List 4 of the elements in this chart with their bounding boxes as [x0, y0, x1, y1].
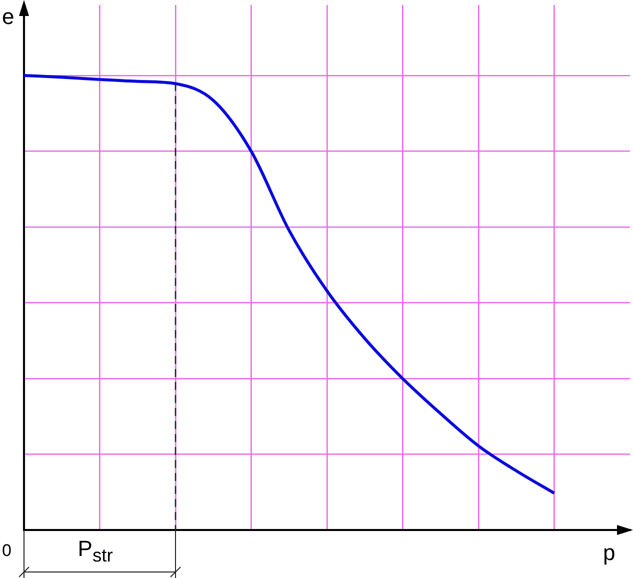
text: P$_{str}$ — [78, 536, 113, 566]
x-axis-title: p — [603, 540, 616, 565]
y-axis-title: e — [2, 4, 14, 29]
text: 0 — [2, 541, 12, 560]
